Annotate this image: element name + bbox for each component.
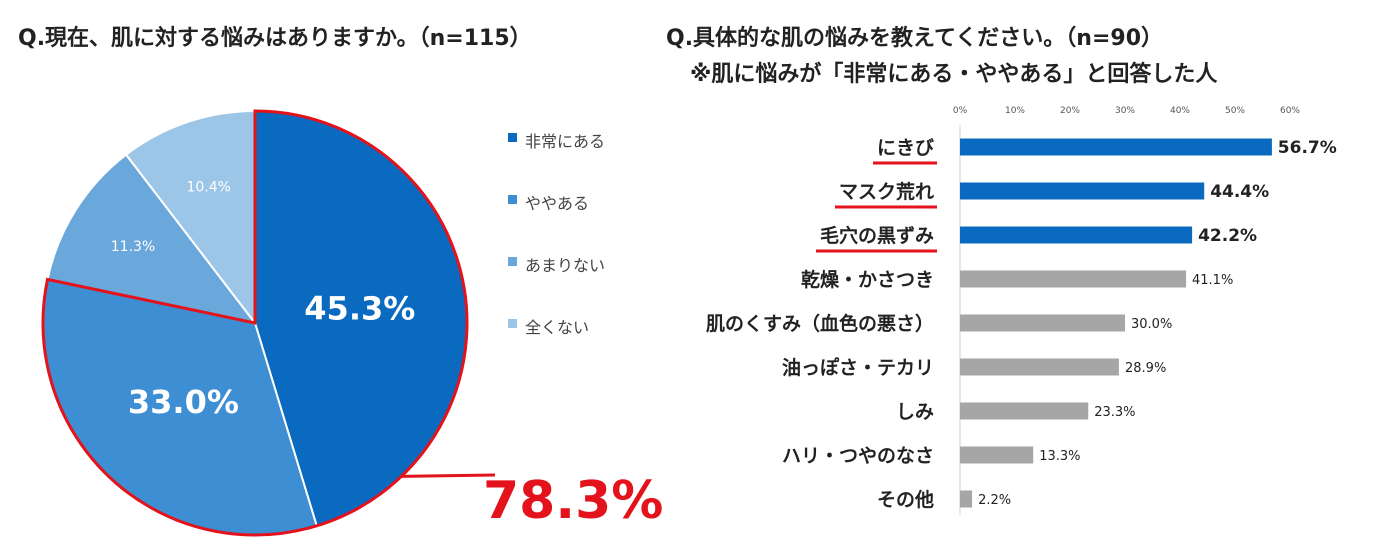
legend-label: 非常にある xyxy=(525,132,606,151)
x-tick-label: 40% xyxy=(1170,106,1190,116)
bar-chart-subtitle: ※肌に悩みが「非常にある・ややある」と回答した人 xyxy=(690,62,1218,87)
legend-label: 全くない xyxy=(525,318,590,337)
legend-label: ややある xyxy=(525,194,590,213)
bar-1 xyxy=(960,138,1272,156)
bar-category-label: にきび xyxy=(877,137,934,159)
pie-value-label-2: 33.0% xyxy=(128,383,239,421)
pie-slice-4 xyxy=(124,109,256,326)
legend-item: 全くない xyxy=(508,314,648,376)
x-tick-label: 10% xyxy=(1005,106,1025,116)
annotation-leader-line xyxy=(401,473,496,478)
bar-6 xyxy=(960,358,1119,376)
pie-value-label-4: 10.4% xyxy=(186,180,230,196)
bar-value-label: 41.1% xyxy=(1192,273,1233,288)
bar-3 xyxy=(960,226,1193,244)
combined-annotation: 78.3% xyxy=(483,471,663,531)
pie-value-label-1: 45.3% xyxy=(304,289,415,327)
bar-value-label: 13.3% xyxy=(1039,449,1080,464)
pie-value-label-3: 11.3% xyxy=(111,239,155,255)
legend-swatch xyxy=(508,319,517,328)
legend-swatch xyxy=(508,195,517,204)
bar-category-label: 乾燥・かさつき xyxy=(801,268,934,291)
bar-9 xyxy=(960,490,973,508)
pie-slice-3 xyxy=(46,153,258,325)
legend-item: ややある xyxy=(508,190,648,252)
bar-4 xyxy=(960,270,1187,288)
bar-category-label: マスク荒れ xyxy=(839,180,934,203)
highlight-outline xyxy=(41,109,469,537)
bar-value-label: 56.7% xyxy=(1278,138,1337,158)
x-tick-label: 50% xyxy=(1225,106,1245,116)
legend-item: あまりない xyxy=(508,252,648,314)
bar-value-label: 44.4% xyxy=(1210,182,1269,202)
legend-item: 非常にある xyxy=(508,128,648,190)
x-tick-label: 0% xyxy=(953,106,968,116)
x-tick-label: 20% xyxy=(1060,106,1080,116)
bar-value-label: 30.0% xyxy=(1131,317,1172,332)
bar-chart-title: Q.具体的な肌の悩みを教えてください。（n=90） xyxy=(666,26,1164,51)
bar-category-label: 毛穴の黒ずみ xyxy=(820,224,934,247)
bar-value-label: 28.9% xyxy=(1125,361,1166,376)
bar-category-label: 油っぽさ・テカリ xyxy=(782,356,934,379)
pie-legend: 非常にあるややあるあまりない全くない xyxy=(508,128,648,376)
bar-value-label: 2.2% xyxy=(978,493,1011,508)
legend-swatch xyxy=(508,257,517,266)
bar-category-label: ハリ・つやのなさ xyxy=(782,445,934,467)
bar-value-label: 42.2% xyxy=(1198,226,1257,246)
bar-2 xyxy=(960,182,1205,200)
bar-value-label: 23.3% xyxy=(1094,405,1135,420)
x-tick-label: 60% xyxy=(1280,106,1300,116)
pie-chart-title: Q.現在、肌に対する悩みはありますか。（n=115） xyxy=(18,26,532,51)
bar-8 xyxy=(960,446,1034,464)
bar-5 xyxy=(960,314,1125,332)
bar-7 xyxy=(960,402,1089,420)
bar-category-label: その他 xyxy=(877,488,934,511)
legend-label: あまりない xyxy=(525,256,606,275)
legend-swatch xyxy=(508,133,517,142)
bar-category-label: しみ xyxy=(896,401,934,423)
x-tick-label: 30% xyxy=(1115,106,1135,116)
bar-category-label: 肌のくすみ（血色の悪さ） xyxy=(706,312,934,335)
